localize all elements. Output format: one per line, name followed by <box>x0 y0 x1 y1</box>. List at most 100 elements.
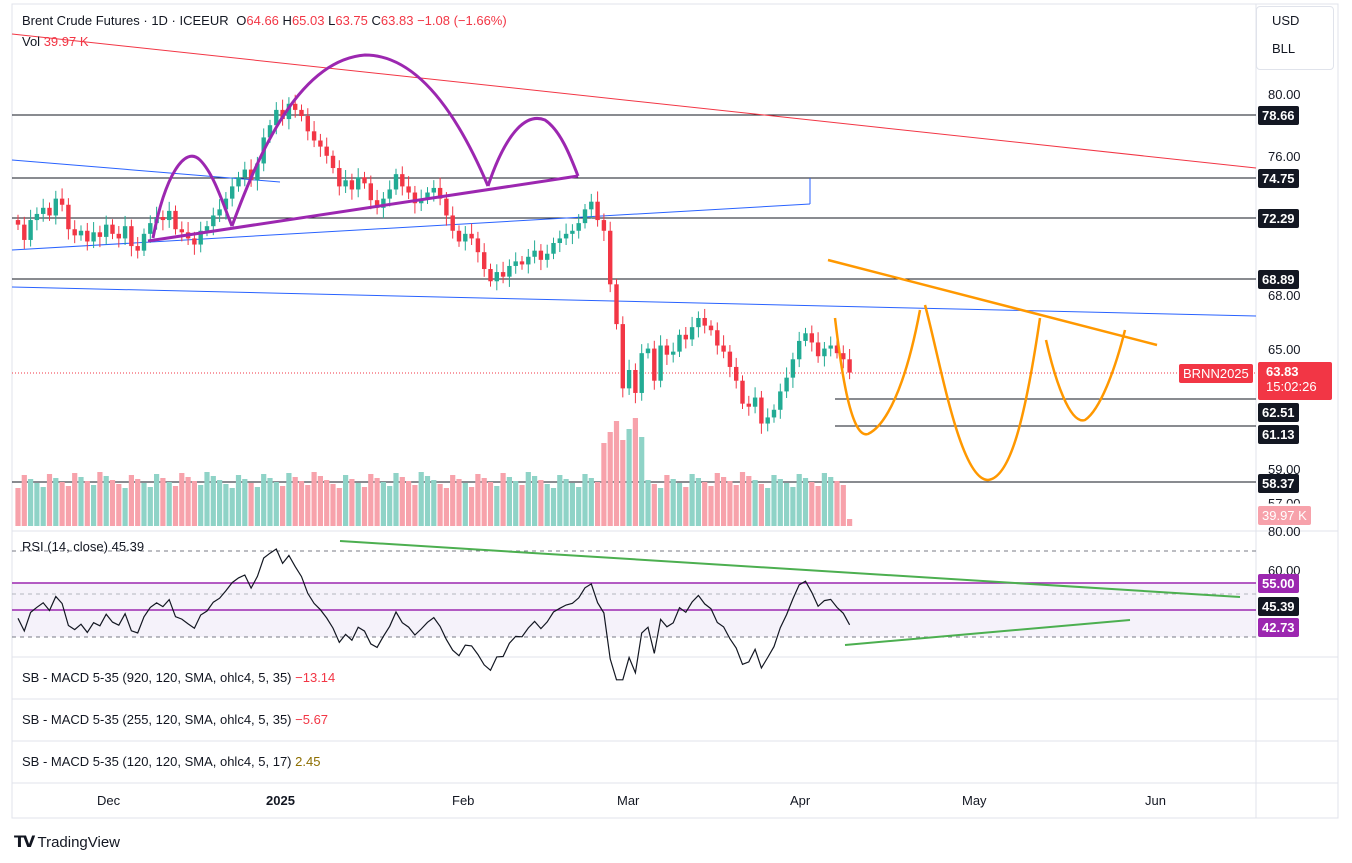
macd-legend-3[interactable]: SB - MACD 5-35 (120, 120, SMA, ohlc4, 5,… <box>22 754 320 769</box>
rsi-divergence-upper[interactable] <box>339 540 1241 598</box>
volume-bar <box>191 481 197 526</box>
volume-bar <box>576 487 582 526</box>
candle-body <box>211 215 216 227</box>
volume-bar <box>393 473 399 526</box>
candle-body <box>570 230 575 234</box>
candle-body <box>815 342 821 357</box>
level-pill[interactable]: 78.66 <box>1258 106 1299 125</box>
volume-bar <box>828 477 834 526</box>
volume-bar <box>689 474 695 526</box>
macd-legend-1[interactable]: SB - MACD 5-35 (920, 120, SMA, ohlc4, 5,… <box>22 670 335 685</box>
indicator-label: SB - MACD 5-35 (920, 120, SMA, ohlc4, 5,… <box>22 670 292 685</box>
candle-body <box>299 109 304 117</box>
candle-body <box>85 230 90 242</box>
volume-bar <box>292 477 298 526</box>
volume-bar <box>15 488 21 526</box>
volume-bar <box>569 483 575 526</box>
candle-body <box>765 417 770 424</box>
blue-trendline-lower[interactable] <box>11 286 1257 317</box>
volume-bar <box>847 519 853 526</box>
last-price-tag[interactable]: 63.83 15:02:26 <box>1258 362 1332 400</box>
volume-bar <box>519 485 525 526</box>
candle-body <box>834 345 840 354</box>
volume-bar <box>343 475 349 526</box>
volume-bar <box>670 479 676 526</box>
currency-button[interactable]: USD <box>1272 13 1300 28</box>
candle-body <box>664 345 670 355</box>
candle-body <box>759 397 764 424</box>
candle-body <box>41 207 46 214</box>
volume-legend[interactable]: Vol 39.97 K <box>22 34 89 49</box>
time-axis-label: Feb <box>452 793 475 808</box>
volume-bar <box>683 487 689 526</box>
level-pill[interactable]: 62.51 <box>1258 403 1299 422</box>
level-pill[interactable]: 72.29 <box>1258 209 1299 228</box>
volume-bar <box>172 486 179 526</box>
orange-pattern[interactable] <box>827 258 1158 482</box>
level-pill[interactable]: 68.89 <box>1258 270 1299 289</box>
candle-body <box>752 397 758 407</box>
open-label: O <box>236 13 247 28</box>
candle-body <box>217 209 222 216</box>
open-value: 64.66 <box>246 13 279 28</box>
rsi-legend[interactable]: RSI (14, close) 45.39 <box>22 539 144 554</box>
volume-bar <box>59 482 65 526</box>
candlestick-series[interactable] <box>15 94 852 434</box>
volume-bar <box>46 474 53 526</box>
macd-legend-2[interactable]: SB - MACD 5-35 (255, 120, SMA, ohlc4, 5,… <box>22 712 328 727</box>
high-value: 65.03 <box>291 13 325 28</box>
candle-body <box>356 177 361 190</box>
low-value: 63.75 <box>335 13 368 28</box>
candle-body <box>324 146 329 156</box>
volume-bar <box>538 480 544 526</box>
rsi-level-pill[interactable]: 55.00 <box>1258 574 1299 593</box>
red-trendline[interactable] <box>11 33 1257 169</box>
purple-head-and-shoulders[interactable] <box>147 53 580 243</box>
blue-trendline-upper[interactable] <box>11 159 281 183</box>
candle-body <box>192 238 197 245</box>
candle-body <box>507 265 512 277</box>
candle-body <box>778 391 783 410</box>
symbol-tag[interactable]: BRNN2025 <box>1179 364 1253 383</box>
volume-bar <box>790 487 796 526</box>
candle-body <box>362 177 367 184</box>
candle-body <box>771 409 777 418</box>
volume-bar <box>147 487 153 526</box>
volume-bar <box>532 476 538 526</box>
symbol-title[interactable]: Brent Crude Futures · 1D · ICEEUR <box>22 13 229 28</box>
level-pill[interactable]: 58.37 <box>1258 474 1299 493</box>
volume-bar <box>809 482 815 526</box>
volume-bar <box>267 478 273 526</box>
volume-bar <box>399 477 405 526</box>
time-axis-label: Apr <box>790 793 811 808</box>
candle-body <box>797 340 802 360</box>
unit-button[interactable]: BLL <box>1272 41 1296 56</box>
symbol-legend[interactable]: Brent Crude Futures · 1D · ICEEUR O64.66… <box>22 13 507 28</box>
volume-bar <box>431 480 437 526</box>
rsi-level-pill[interactable]: 42.73 <box>1258 618 1299 637</box>
rsi-divergence-lower[interactable] <box>844 619 1131 646</box>
tradingview-logo[interactable]: 𝗧𝗩 TradingView <box>14 832 120 852</box>
price-axis-label: 65.00 <box>1268 342 1301 357</box>
rsi-line[interactable] <box>17 548 851 681</box>
candle-body <box>337 168 342 187</box>
volume-bar <box>154 474 160 526</box>
level-pill[interactable]: 74.75 <box>1258 169 1299 188</box>
volume-bar <box>72 473 78 526</box>
candle-body <box>645 348 651 354</box>
volume-label: Vol <box>22 34 41 49</box>
volume-bar <box>424 476 431 526</box>
candle-body <box>563 233 569 239</box>
volume-bar <box>563 479 569 526</box>
candle-body <box>148 223 153 234</box>
volume-bar <box>141 483 147 526</box>
candle-body <box>236 177 241 187</box>
level-pill[interactable]: 61.13 <box>1258 425 1299 444</box>
volume-value: 39.97 K <box>43 34 89 49</box>
candle-body <box>500 272 506 277</box>
volume-bar <box>204 472 210 526</box>
currency-unit-menu[interactable]: USD BLL <box>1256 6 1334 70</box>
rsi-value-pill[interactable]: 45.39 <box>1258 597 1299 616</box>
candle-body <box>658 345 663 381</box>
